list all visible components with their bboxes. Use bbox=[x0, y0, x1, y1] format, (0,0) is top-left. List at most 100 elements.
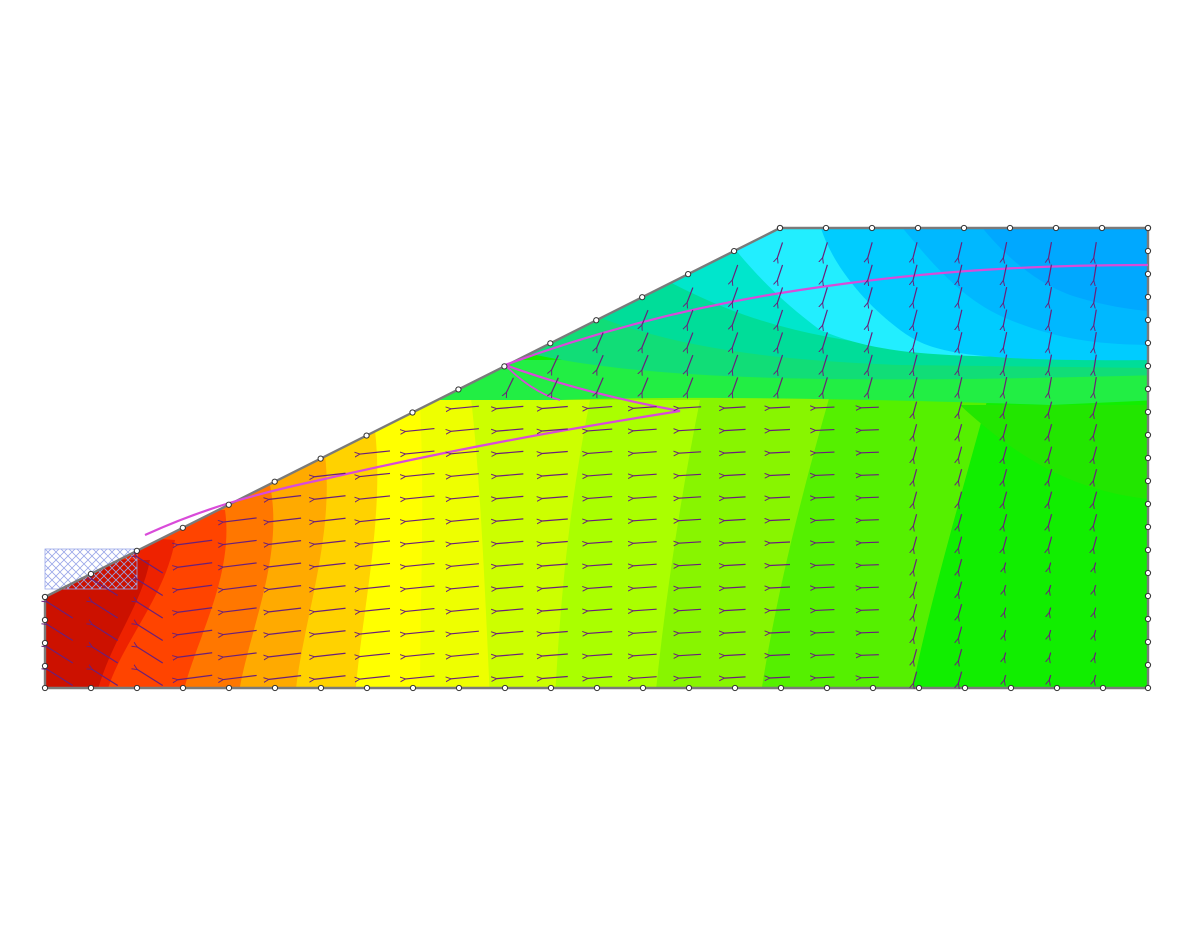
flow-vector bbox=[1004, 629, 1007, 635]
flow-vector bbox=[360, 472, 391, 476]
mesh-node bbox=[1052, 224, 1060, 232]
flow-vector bbox=[597, 332, 604, 348]
flow-vector bbox=[552, 354, 559, 370]
flow-vector bbox=[223, 674, 257, 679]
flow-vector bbox=[1048, 514, 1053, 526]
flow-vector bbox=[1048, 401, 1053, 414]
flow-vector bbox=[770, 542, 791, 543]
flow-vector bbox=[913, 559, 918, 571]
flow-vector bbox=[92, 580, 119, 596]
mesh-node bbox=[869, 684, 877, 692]
flow-vector bbox=[633, 564, 657, 566]
mesh-node bbox=[1144, 477, 1152, 485]
flow-vector bbox=[588, 654, 613, 656]
flow-vector bbox=[679, 519, 702, 520]
mesh-node bbox=[363, 684, 371, 692]
flow-vector bbox=[451, 630, 479, 634]
flow-vector bbox=[137, 602, 164, 619]
flow-vector bbox=[178, 652, 213, 657]
flow-vector bbox=[588, 542, 613, 544]
flow-vector bbox=[137, 557, 164, 574]
flow-vector bbox=[816, 430, 835, 431]
flow-vector bbox=[588, 609, 613, 611]
flow-vector bbox=[588, 407, 613, 409]
flow-vector bbox=[223, 629, 257, 634]
flow-vector bbox=[451, 405, 479, 409]
mesh-node bbox=[868, 224, 876, 232]
mesh-node bbox=[1144, 362, 1152, 370]
flow-vector bbox=[223, 562, 257, 567]
mesh-node bbox=[730, 247, 738, 255]
flow-vector bbox=[861, 497, 879, 498]
mesh-node bbox=[133, 684, 141, 692]
flow-vector bbox=[770, 474, 791, 475]
flow-vector bbox=[823, 354, 828, 370]
mesh-node bbox=[1144, 500, 1152, 508]
flow-vector bbox=[958, 264, 963, 281]
flow-vector bbox=[724, 452, 746, 453]
flow-vector bbox=[633, 542, 657, 544]
flow-vector bbox=[542, 428, 568, 431]
mesh-node bbox=[639, 294, 646, 301]
mesh-node bbox=[1099, 684, 1107, 692]
flow-vector bbox=[1003, 377, 1008, 393]
mesh-node bbox=[41, 639, 49, 647]
flow-vector bbox=[552, 377, 559, 393]
flow-vector bbox=[1049, 652, 1052, 658]
flow-vector bbox=[1004, 674, 1007, 680]
flow-vector bbox=[92, 670, 119, 686]
flow-vector bbox=[958, 626, 963, 639]
flow-vector bbox=[1049, 584, 1052, 590]
mesh-node bbox=[1144, 224, 1152, 232]
flow-vector bbox=[958, 491, 963, 504]
flow-vector bbox=[1003, 424, 1008, 436]
flow-vector bbox=[542, 563, 568, 566]
mesh-node bbox=[731, 684, 739, 692]
flow-vector bbox=[816, 587, 835, 588]
flow-vector bbox=[868, 332, 873, 347]
mesh-node bbox=[41, 616, 49, 624]
flow-vector bbox=[588, 632, 613, 634]
flow-vector bbox=[588, 519, 613, 521]
flow-vector bbox=[1049, 607, 1052, 613]
flow-vector bbox=[913, 514, 918, 526]
mesh-node bbox=[593, 684, 601, 692]
flow-vector bbox=[816, 632, 835, 633]
flow-vector bbox=[1003, 536, 1008, 549]
flow-vector bbox=[269, 630, 302, 635]
flow-vector bbox=[958, 559, 963, 571]
flow-vector bbox=[724, 407, 746, 408]
flow-vector bbox=[451, 608, 479, 612]
flow-vector bbox=[314, 495, 346, 499]
flow-vector bbox=[958, 401, 963, 414]
flow-vector bbox=[777, 264, 784, 280]
flow-vector bbox=[679, 564, 702, 565]
flow-vector bbox=[406, 427, 435, 432]
flow-vector bbox=[633, 677, 657, 679]
flow-vector bbox=[178, 629, 213, 634]
flow-vector bbox=[687, 332, 694, 348]
flow-vector bbox=[1049, 674, 1052, 680]
mesh-node bbox=[1144, 270, 1152, 278]
flow-vector bbox=[633, 519, 657, 521]
mesh-node bbox=[547, 340, 554, 347]
mesh-node bbox=[1144, 316, 1152, 324]
flow-vector bbox=[497, 450, 524, 453]
flow-vector bbox=[223, 584, 257, 589]
flow-vector bbox=[360, 652, 391, 656]
flow-vector bbox=[679, 429, 702, 430]
flow-vector bbox=[1003, 469, 1008, 481]
flow-vector bbox=[47, 625, 74, 641]
flow-vector bbox=[451, 428, 479, 432]
flow-vector bbox=[732, 264, 739, 280]
flow-vector bbox=[770, 497, 791, 498]
flow-vector bbox=[314, 675, 346, 679]
flow-vector bbox=[360, 450, 391, 454]
flow-vector bbox=[137, 625, 164, 641]
flow-vector bbox=[314, 585, 346, 589]
flow-vector bbox=[868, 309, 873, 325]
flow-vector bbox=[406, 562, 435, 567]
flow-vector bbox=[816, 655, 835, 656]
mesh-node bbox=[685, 684, 693, 692]
flow-vector bbox=[588, 587, 613, 589]
